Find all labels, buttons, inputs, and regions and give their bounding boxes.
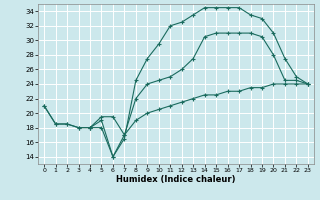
X-axis label: Humidex (Indice chaleur): Humidex (Indice chaleur) bbox=[116, 175, 236, 184]
